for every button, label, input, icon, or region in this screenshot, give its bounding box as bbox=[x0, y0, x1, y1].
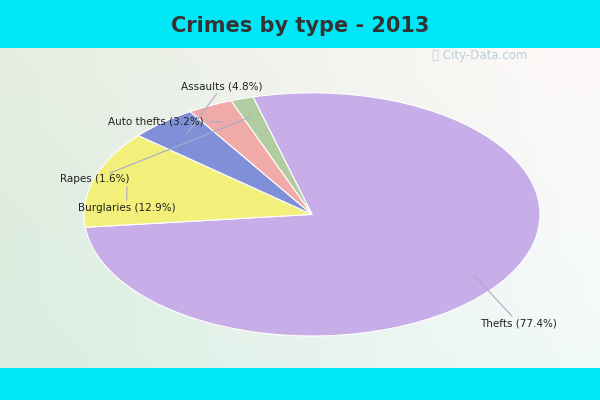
Wedge shape bbox=[190, 101, 312, 214]
Text: Rapes (1.6%): Rapes (1.6%) bbox=[60, 117, 250, 184]
Wedge shape bbox=[85, 93, 540, 336]
Text: Burglaries (12.9%): Burglaries (12.9%) bbox=[78, 187, 176, 213]
Wedge shape bbox=[84, 136, 312, 227]
Wedge shape bbox=[231, 97, 312, 214]
Text: Assaults (4.8%): Assaults (4.8%) bbox=[181, 81, 263, 134]
Wedge shape bbox=[139, 112, 312, 214]
Text: Auto thefts (3.2%): Auto thefts (3.2%) bbox=[108, 117, 223, 126]
Text: ⓘ City-Data.com: ⓘ City-Data.com bbox=[433, 50, 527, 62]
Text: Crimes by type - 2013: Crimes by type - 2013 bbox=[171, 16, 429, 36]
Text: Thefts (77.4%): Thefts (77.4%) bbox=[473, 275, 557, 328]
